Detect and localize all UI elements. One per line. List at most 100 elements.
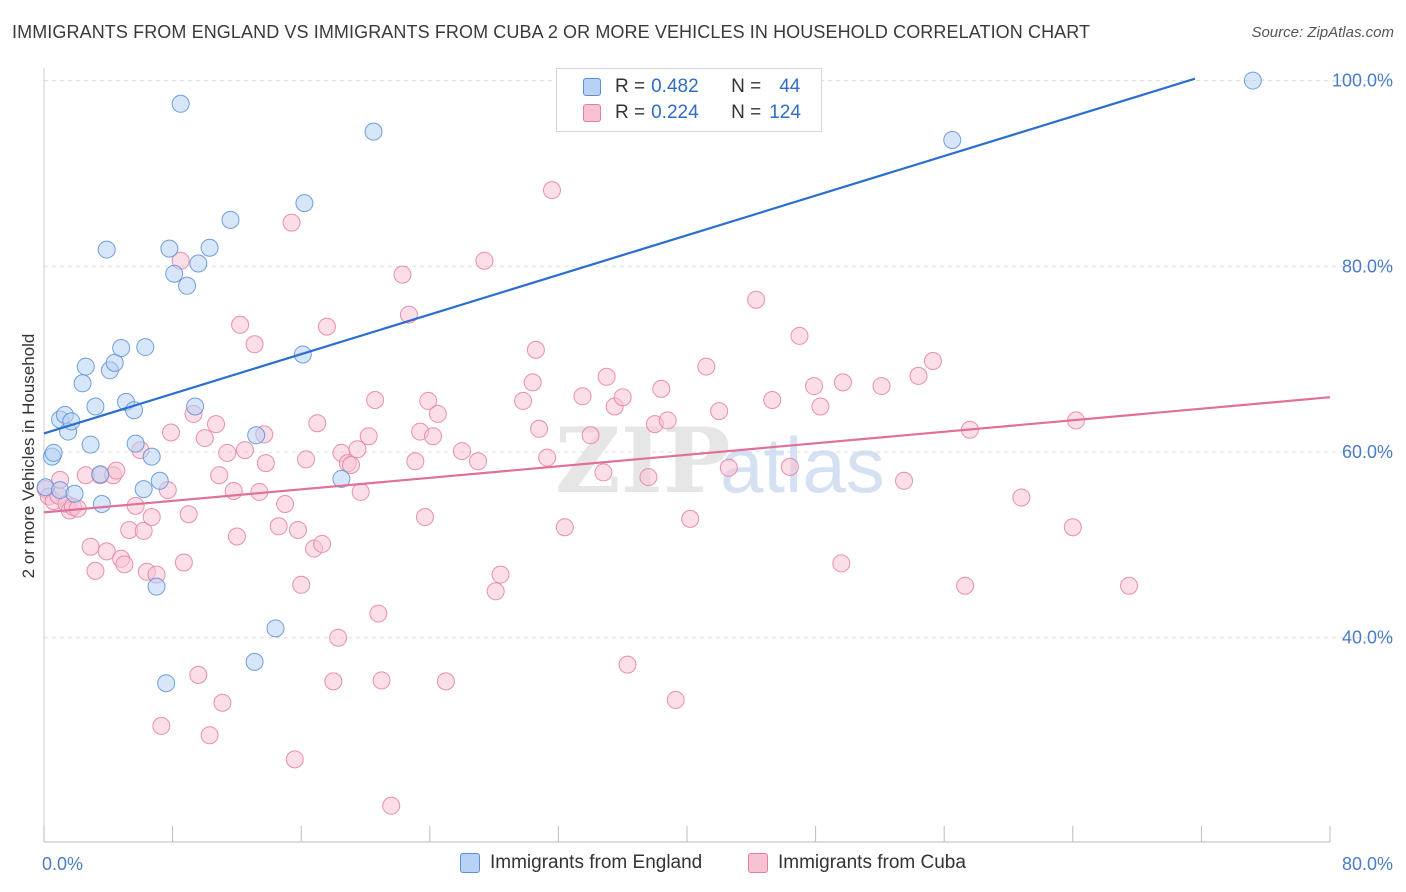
england-point [91,465,110,484]
cuba-point [324,672,343,691]
cuba-point [475,251,494,270]
cuba-point [833,373,852,392]
cuba-point [213,693,232,712]
cuba-point [366,391,385,409]
x-tick-label: 80.0% [1342,854,1393,874]
cuba-point [538,448,557,467]
england-point [142,447,161,466]
legend-n-label: N = [731,76,762,97]
england-point [65,484,84,503]
cuba-point [231,315,250,334]
cuba-point [282,213,301,232]
england-point [112,339,131,357]
cuba-point [329,628,348,647]
england-point [165,264,184,283]
england-point [76,357,95,376]
gridlines [44,80,1392,639]
cuba-point [174,553,193,572]
cuba-point [348,440,367,459]
cuba-point [285,750,304,769]
legend-row-cuba: R = 0.224 N = 124 [583,101,801,125]
england-point [178,276,197,295]
cuba-point [763,391,782,409]
watermark: ZIP atlas [555,408,885,514]
cuba-point [710,402,729,421]
england-point [266,619,285,638]
x-axis-tick-labels: 0.0% 80.0% [42,854,1393,874]
england-point [92,495,111,513]
cuba-point [811,397,830,416]
cuba-point [369,604,388,623]
cuba-point [195,429,214,448]
cuba-point [210,466,229,485]
england-point [332,469,351,488]
cuba-point [313,534,332,553]
england-point [189,254,208,273]
cuba-point [719,458,738,477]
cuba-trendline [43,396,1331,514]
y-tick-label: 100.0% [1332,71,1393,91]
cuba-point [681,509,700,528]
cuba-point [424,427,443,446]
chart-title: IMMIGRANTS FROM ENGLAND VS IMMIGRANTS FR… [12,22,1091,42]
cuba-point [189,665,208,684]
england-point [126,434,145,453]
cuba-point [872,377,891,396]
y-tick-label: 40.0% [1342,628,1393,648]
england-point [105,353,124,372]
cuba-point [359,427,378,446]
bottom-legend-cuba: Immigrants from Cuba [748,852,966,874]
cuba-point [452,442,471,461]
england-point [943,131,962,149]
cuba-point [491,565,510,584]
cuba-point [152,716,171,735]
cuba-point [804,377,823,396]
y-tick-label: 60.0% [1342,442,1393,462]
cuba-point [697,357,716,376]
england-legend-label: Immigrants from England [490,852,703,873]
cuba-point [526,340,545,359]
cuba-point [436,672,455,691]
legend-row-england: R = 0.482 N = 44 [583,75,800,99]
cuba-legend-label: Immigrants from Cuba [778,852,966,873]
cuba-point [1012,488,1031,507]
england-n-value: 44 [779,76,801,97]
cuba-point [86,561,105,580]
england-point [364,122,383,141]
england-point [245,652,264,671]
cuba-point [218,443,237,462]
y-tick-label: 80.0% [1342,256,1393,276]
cuba-point [351,482,370,501]
cuba-point [142,508,161,526]
cuba-point [207,415,226,434]
cuba-point [256,454,275,473]
cuba-n-value: 124 [769,102,801,123]
cuba-point [81,537,100,556]
x-tick-label: 0.0% [42,854,83,874]
source-label: Source: ZipAtlas.com [1251,24,1394,41]
cuba-point [639,468,658,487]
england-point [186,397,205,416]
cuba-point [573,387,592,406]
england-point [136,338,155,357]
england-point [147,577,166,596]
cuba-point [406,452,425,471]
england-point [1243,71,1262,90]
cuba-point [514,391,533,410]
cuba-point [780,457,799,476]
cuba-point [317,317,336,336]
cuba-point [956,576,975,595]
cuba-point [555,518,574,537]
cuba-point [97,542,116,561]
cuba-point [613,388,632,407]
bottom-legend-england: Immigrants from England [460,852,702,874]
england-point [150,471,169,490]
cuba-point [419,391,438,410]
england-trendline [43,77,1196,435]
legend-r-label: R = [615,76,646,97]
cuba-point [382,796,401,815]
cuba-point [542,181,561,200]
cuba-point [372,671,391,690]
cuba-point [530,419,549,438]
cuba-point [235,441,254,460]
